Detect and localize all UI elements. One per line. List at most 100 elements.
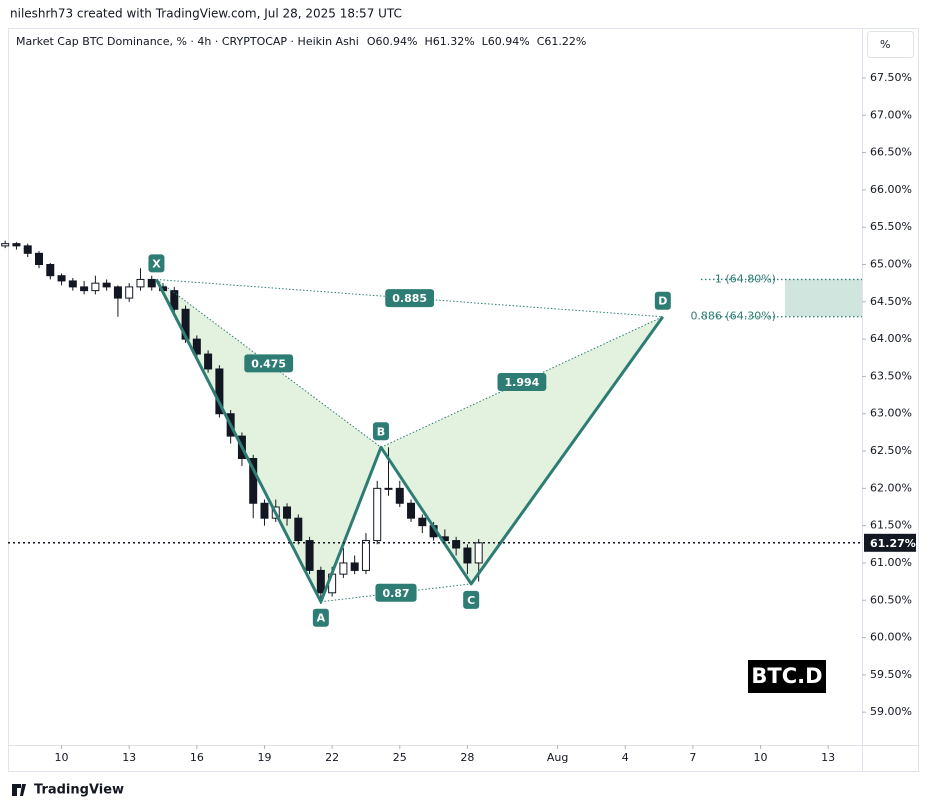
candle-body <box>249 457 258 504</box>
candle-body <box>204 353 213 370</box>
ratio-box <box>375 583 417 602</box>
y-tick-label: 64.50% <box>870 295 912 308</box>
candle-body <box>474 542 483 564</box>
y-tick-label: 63.00% <box>870 407 912 420</box>
ratio-box <box>385 289 435 308</box>
logo-icon <box>12 784 26 796</box>
candle-body <box>147 278 156 288</box>
x-tick-label: 16 <box>190 751 204 764</box>
candle-body <box>395 487 404 504</box>
candle-body <box>305 540 314 571</box>
credit: nileshrh73 created with TradingView.com,… <box>10 7 402 21</box>
x-tick-label: 10 <box>754 751 768 764</box>
ratio-box <box>497 373 547 392</box>
target-level-label: 0.886 (64.30%) <box>690 310 776 323</box>
point-box <box>312 608 329 627</box>
y-tick-label: 65.50% <box>870 220 912 233</box>
y-tick-label: 66.50% <box>870 146 912 159</box>
y-tick-label: 59.00% <box>870 705 912 718</box>
footer-logo: TradingView <box>34 783 124 798</box>
ratio-label: 0.885 <box>392 292 427 305</box>
last-price-label: 61.27% <box>870 537 916 550</box>
x-tick-label: 4 <box>622 751 629 764</box>
y-tick-label: 65.00% <box>870 258 912 271</box>
target-level-label: 1 (64.80%) <box>715 272 776 285</box>
point-box <box>654 291 671 310</box>
x-tick-label: 7 <box>689 751 696 764</box>
candle-body <box>215 368 224 415</box>
candle-body <box>260 502 269 519</box>
candle-body <box>384 487 393 490</box>
badge-box <box>748 660 826 693</box>
candle-body <box>125 286 134 299</box>
scale-button[interactable] <box>867 31 914 58</box>
candle-body <box>91 282 100 292</box>
ratio-line <box>156 278 663 318</box>
candle-body <box>35 252 44 266</box>
point-box <box>372 422 389 441</box>
pattern-fill <box>380 316 663 584</box>
pattern-fill <box>156 279 381 602</box>
candle-body <box>283 506 292 519</box>
y-tick-label: 62.00% <box>870 481 912 494</box>
point-label: C <box>467 594 475 607</box>
y-tick-label: 60.00% <box>870 631 912 644</box>
y-tick-label: 67.50% <box>870 71 912 84</box>
candle-body <box>68 280 77 288</box>
ohlc-value: H61.32% <box>424 35 474 48</box>
candle-body <box>102 282 111 288</box>
candle-body <box>12 243 21 247</box>
badge: BTC.D <box>751 664 822 688</box>
candle-body <box>46 264 55 277</box>
ratio-label: 0.475 <box>251 357 286 370</box>
y-tick-label: 62.50% <box>870 444 912 457</box>
candle-body <box>452 540 461 549</box>
y-tick-label: 64.00% <box>870 332 912 345</box>
candle-body <box>350 562 359 571</box>
scale-button-label[interactable]: % <box>880 38 890 51</box>
candle-body <box>339 562 348 575</box>
point-box <box>148 254 165 273</box>
x-tick-label: Aug <box>547 751 568 764</box>
ohlc-value: O60.94% <box>367 35 418 48</box>
ohlc-value: L60.94% <box>482 35 530 48</box>
point-box <box>463 590 480 609</box>
symbol: Market Cap BTC Dominance, % · 4h · CRYPT… <box>16 35 359 48</box>
candle-body <box>23 245 32 254</box>
candle-body <box>80 286 89 292</box>
candle-body <box>373 487 382 542</box>
point-label: A <box>317 612 326 625</box>
chart-frame <box>8 28 919 772</box>
ratio-label: 0.87 <box>382 587 409 600</box>
ratio-label: 1.994 <box>505 376 540 389</box>
candle-body <box>418 517 427 527</box>
candle-body <box>136 278 145 288</box>
candle-body <box>57 275 66 282</box>
candle-body <box>192 338 201 355</box>
ratio-box <box>244 354 294 373</box>
x-tick-label: 22 <box>325 751 339 764</box>
y-tick-label: 59.50% <box>870 668 912 681</box>
candle-body <box>170 290 179 310</box>
y-tick-label: 61.00% <box>870 556 912 569</box>
ohlc-value: C61.22% <box>537 35 587 48</box>
x-tick-label: 19 <box>257 751 271 764</box>
x-tick-label: 25 <box>393 751 407 764</box>
candle-body <box>361 540 370 571</box>
candle-body <box>407 502 416 519</box>
ratio-line <box>320 583 472 603</box>
y-tick-label: 63.50% <box>870 369 912 382</box>
point-label: X <box>152 257 161 270</box>
x-tick-label: 28 <box>460 751 474 764</box>
candle-body <box>316 569 325 594</box>
x-tick-label: 10 <box>55 751 69 764</box>
candle-body <box>113 286 122 299</box>
plot-area: 1 (64.80%) 0.886 (64.30%) 0.475 0.87 1.994 0.… <box>1 240 862 627</box>
last-price-box <box>864 533 916 552</box>
target-zone <box>784 279 862 317</box>
y-tick-label: 61.50% <box>870 519 912 532</box>
point-label: B <box>377 425 385 438</box>
y-tick-label: 66.00% <box>870 183 912 196</box>
